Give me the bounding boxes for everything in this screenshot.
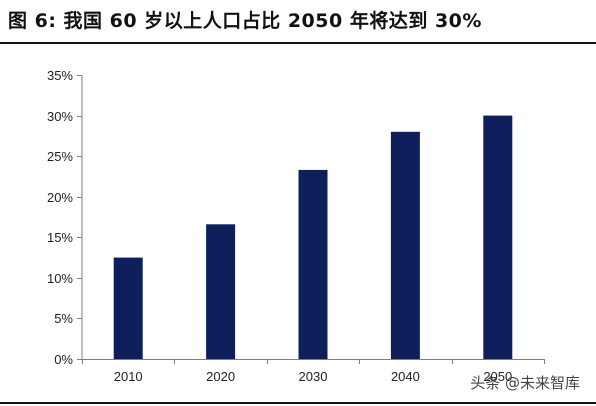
y-tick-label: 0% <box>54 352 73 367</box>
x-tick-label: 2040 <box>391 369 420 384</box>
figure-title: 图 6: 我国 60 岁以上人口占比 2050 年将达到 30% <box>8 10 482 32</box>
y-tick-label: 30% <box>47 109 73 124</box>
y-tick-label: 20% <box>47 190 73 205</box>
y-tick-label: 5% <box>54 311 73 326</box>
x-tick-label: 2050 <box>483 369 512 384</box>
bar-2050 <box>483 115 513 359</box>
y-axis: 0% 5% 10% 15% 20% 25% 30% 35% <box>47 68 83 367</box>
bar-2010 <box>113 257 143 359</box>
bottom-divider <box>0 402 596 404</box>
x-tick-label: 2020 <box>206 369 235 384</box>
x-axis: 2010 2020 2030 2040 2050 <box>82 359 545 384</box>
bar-2030 <box>298 169 328 359</box>
bars <box>113 115 513 359</box>
title-divider <box>0 42 596 44</box>
bar-2020 <box>206 224 236 359</box>
y-tick-label: 35% <box>47 68 73 83</box>
bar-2040 <box>390 131 420 359</box>
y-tick-label: 10% <box>47 271 73 286</box>
y-tick-label: 25% <box>47 149 73 164</box>
watermark: 头条 @未来智库 <box>470 374 580 392</box>
x-tick-label: 2030 <box>299 369 328 384</box>
x-tick-label: 2010 <box>114 369 143 384</box>
figure-header: 图 6: 我国 60 岁以上人口占比 2050 年将达到 30% <box>0 0 596 44</box>
y-tick-label: 15% <box>47 230 73 245</box>
